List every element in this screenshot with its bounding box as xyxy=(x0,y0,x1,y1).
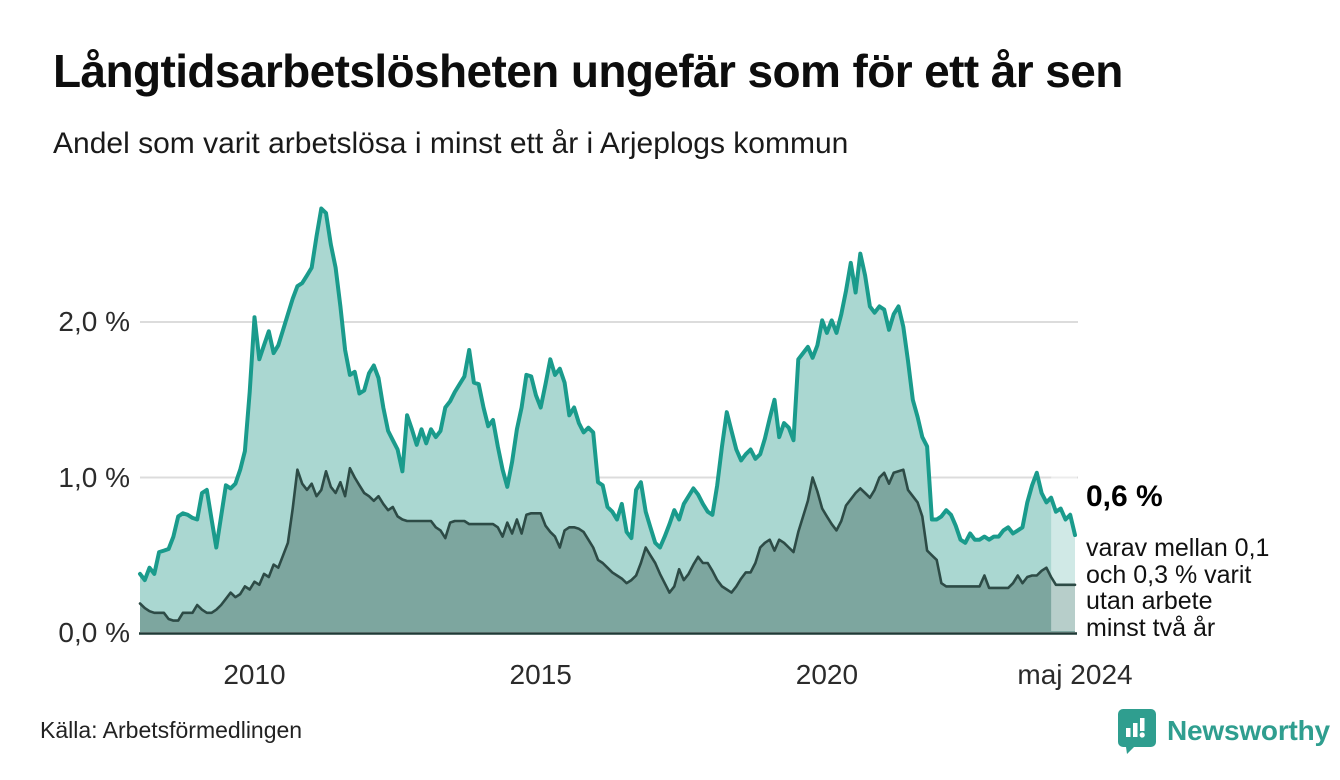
x-axis-label: 2015 xyxy=(509,659,572,690)
end-value-note: varav mellan 0,1 och 0,3 % varit utan ar… xyxy=(1086,534,1270,642)
x-axis-label: maj 2024 xyxy=(1017,659,1133,690)
end-value-label: 0,6 % xyxy=(1086,480,1163,513)
y-axis-label: 2,0 % xyxy=(58,306,130,337)
brand-footer: Newsworthy xyxy=(1117,707,1330,755)
chart-subtitle: Andel som varit arbetslösa i minst ett å… xyxy=(53,127,849,160)
line-unemployed-2yr xyxy=(138,466,1077,622)
y-axis-label: 0,0 % xyxy=(58,617,130,648)
brand-name: Newsworthy xyxy=(1167,715,1330,746)
x-axis-label: 2010 xyxy=(223,659,286,690)
y-axis-label: 1,0 % xyxy=(58,461,130,493)
newsworthy-logo-icon xyxy=(1118,709,1156,754)
page-title: Långtidsarbetslösheten ungefär som för e… xyxy=(53,45,1123,97)
source-note: Källa: Arbetsförmedlingen xyxy=(40,717,303,743)
line-unemployed-1yr xyxy=(138,206,1077,583)
x-axis-label: 2020 xyxy=(795,659,859,690)
area-unemployed-2yr xyxy=(140,468,1075,632)
